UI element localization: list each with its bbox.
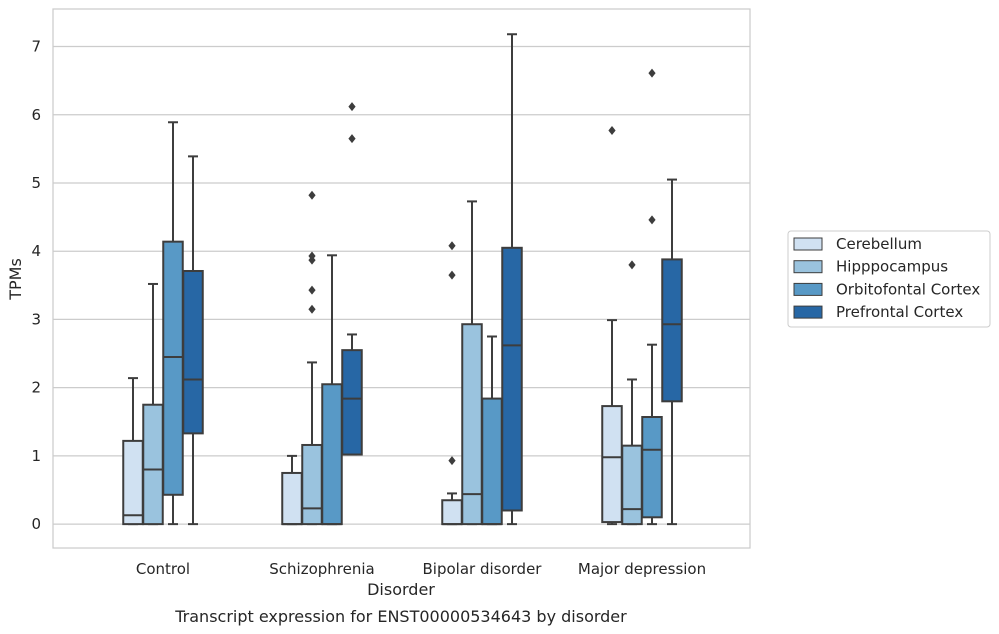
box-prefrontal-cortex — [182, 155, 204, 526]
box-prefrontal-cortex — [501, 33, 523, 526]
outlier-point — [648, 215, 656, 225]
y-tick-label: 1 — [31, 447, 41, 465]
legend-label: Orbitofontal Cortex — [836, 280, 980, 298]
outlier-point — [648, 68, 656, 78]
box-body — [122, 439, 144, 526]
y-tick-labels: 0 1 2 3 4 5 6 7 — [31, 38, 41, 534]
box-prefrontal-cortex — [341, 102, 363, 456]
outlier-point — [308, 251, 316, 261]
y-tick-label: 3 — [31, 310, 41, 328]
y-tick-label: 5 — [31, 174, 41, 192]
box-body — [162, 240, 184, 496]
chart-title: Transcript expression for ENST0000053464… — [174, 607, 627, 626]
outlier-point — [348, 102, 356, 112]
box-body — [321, 383, 343, 526]
box-series — [122, 33, 683, 526]
outlier-point — [608, 125, 616, 135]
x-axis-title: Disorder — [367, 580, 435, 599]
box-body — [621, 444, 643, 526]
outlier-point — [448, 270, 456, 280]
legend: Cerebellum Hipppocampus Orbitofontal Corte… — [787, 230, 991, 328]
legend-swatch — [793, 305, 823, 319]
x-tick-label: Major depression — [578, 560, 706, 578]
legend-swatch — [793, 237, 823, 251]
x-tick-label: Bipolar disorder — [423, 560, 543, 578]
outlier-point — [448, 241, 456, 251]
legend-label: Prefrontal Cortex — [836, 303, 963, 321]
x-tick-label: Schizophrenia — [269, 560, 374, 578]
box-orbitofontal-cortex — [641, 68, 663, 526]
box-body — [281, 471, 303, 526]
outlier-point — [448, 456, 456, 466]
box-prefrontal-cortex — [661, 178, 683, 526]
y-tick-label: 0 — [31, 515, 41, 533]
legend-label: Hipppocampus — [836, 258, 948, 276]
box-body — [641, 416, 663, 519]
box-body — [441, 499, 463, 526]
box-body — [661, 258, 683, 403]
x-tick-label: Control — [136, 560, 190, 578]
outlier-point — [308, 304, 316, 314]
box-hipppocampus — [142, 282, 164, 526]
legend-swatch — [793, 260, 823, 274]
box-body — [341, 349, 363, 456]
box-body — [501, 246, 523, 512]
y-tick-label: 6 — [31, 106, 41, 124]
box-cerebellum — [441, 241, 463, 526]
legend-label: Cerebellum — [836, 235, 922, 253]
outlier-point — [308, 285, 316, 295]
x-tick-labels: Control Schizophrenia Bipolar disorder Majo… — [136, 560, 706, 578]
box-body — [182, 269, 204, 435]
outlier-point — [628, 260, 636, 270]
y-tick-label: 4 — [31, 242, 41, 260]
box-body — [301, 443, 323, 526]
box-hipppocampus — [621, 260, 643, 526]
legend-swatch — [793, 282, 823, 296]
y-tick-label: 2 — [31, 379, 41, 397]
outlier-point — [308, 190, 316, 200]
legend-frame — [787, 230, 991, 328]
box-body — [601, 405, 623, 524]
y-axis-title: TPMs — [6, 258, 25, 301]
plot-area-frame — [52, 8, 751, 549]
outlier-point — [348, 134, 356, 144]
y-tick-label: 7 — [31, 38, 41, 56]
box-body — [142, 403, 164, 526]
box-body — [481, 397, 503, 526]
